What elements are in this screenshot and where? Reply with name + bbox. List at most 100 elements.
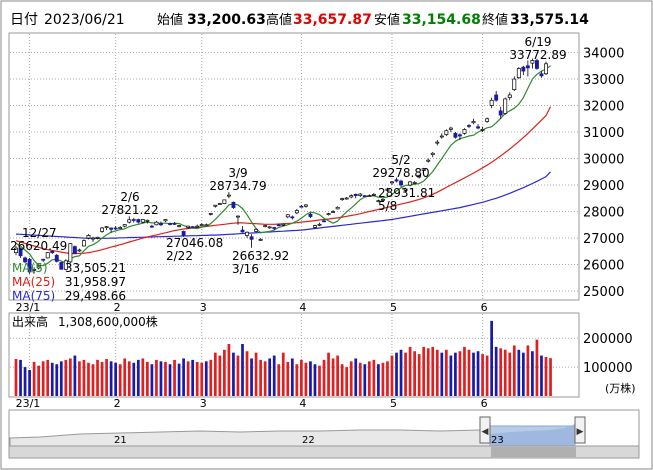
price-panel: 25000 26000 27000 28000 29000 30000 31000 32000… [8,32,624,314]
candle [376,199,381,203]
volume-bar [23,367,27,396]
volume-bar [213,352,217,396]
price-y-tick-label: 30000 [583,153,624,168]
candle [27,257,32,274]
candle-body-down [494,94,499,101]
volume-bar [41,361,45,396]
candle-body-down [322,220,326,223]
volume-x-tick-label: 23/1 [16,397,41,410]
volume-bar [472,352,475,396]
candle [485,117,490,123]
price-plot-area [8,32,580,301]
volume-bar [512,345,516,396]
candle-body-down [136,219,141,223]
candle-body-down [539,73,544,77]
volume-bar [354,358,358,396]
candle-body-up [390,181,394,184]
candle-body-up [163,219,168,222]
candle [525,60,530,77]
volume-bar [426,348,430,396]
candle-body-up [208,213,213,215]
high-label: 高値 [266,12,292,28]
candle-body-down [18,248,23,257]
navigator[interactable]: ◀ ▶ 21 22 23 [8,409,640,459]
volume-bar [32,361,36,396]
candle-body-up [118,227,123,229]
candle-body-down [159,223,163,226]
volume-bar [19,359,22,396]
volume-bar [254,352,258,396]
scrollbar-thumb[interactable] [491,447,576,457]
candle-body-down [181,231,186,236]
candle-body-up [439,135,444,138]
candle-body-up [421,168,426,171]
candle [50,250,55,254]
candle [263,224,268,228]
candle [149,224,154,228]
candle [489,97,494,109]
candle [23,256,27,264]
candle-body-up [226,194,231,197]
candle [503,97,508,115]
scroll-handle-right[interactable] [574,416,586,444]
candle [403,187,408,192]
candle-body-up [140,219,145,223]
extreme-annotation: 26632.92 3/16 [232,249,289,276]
volume-bar [549,358,552,396]
annotation-line: 26632.92 [232,249,289,263]
candle-body-up [516,68,521,79]
candle [457,133,462,140]
volume-panel: 出来高 1,308,600,000株 (万株) 100000 200000 23/… [8,312,636,410]
price-x-tick-label: 4 [299,301,306,314]
scrollbar-track[interactable] [8,445,640,459]
price-y-axis: 25000 26000 27000 28000 29000 30000 31000 32000… [583,47,624,300]
candle [335,206,340,210]
candle [127,216,132,224]
candle-body-down [231,201,236,208]
candle-body-down [54,254,59,262]
volume-bar [313,364,317,396]
volume-bar [463,346,466,396]
open-label: 始値 [157,12,183,28]
candle [521,65,526,76]
volume-bar [123,358,127,396]
volume-bar [245,351,249,396]
open-value: 33,200.63 [187,12,266,28]
candle [14,246,18,256]
candle-body-down [23,257,27,263]
candle [54,253,59,263]
volume-bar [485,355,489,396]
price-y-tick-label: 29000 [583,179,624,194]
legend-label: MA(25) [12,275,55,289]
price-grid [10,34,578,299]
volume-bar [444,349,448,396]
volume-bar [100,361,104,396]
candle-body-up [512,78,517,91]
volume-bars [14,320,552,396]
candle [507,92,512,101]
candle-body-down [131,219,136,221]
annotation-line: 2/22 [166,249,193,263]
candle-body-up [222,199,227,204]
candle-body-up [408,181,413,186]
volume-bar [37,365,41,396]
navigator-label-23: 23 [491,435,504,446]
candle-body-up [186,225,191,228]
candle-body-down [113,227,118,230]
candle-body-up [14,247,18,253]
scroll-right-arrow-icon[interactable]: ▶ [577,427,584,437]
candle [231,201,236,209]
volume-bar [164,361,167,396]
volume-bar [499,348,503,396]
candle [421,167,426,172]
candle [299,204,304,208]
scroll-handle-left[interactable] [479,416,491,444]
volume-bar [50,362,54,396]
volume-bar [69,358,72,396]
candle [159,221,163,227]
candle [371,193,376,196]
candle [281,223,286,227]
volume-bar [191,359,195,396]
scroll-left-arrow-icon[interactable]: ◀ [482,427,489,437]
volume-bar [150,364,154,396]
